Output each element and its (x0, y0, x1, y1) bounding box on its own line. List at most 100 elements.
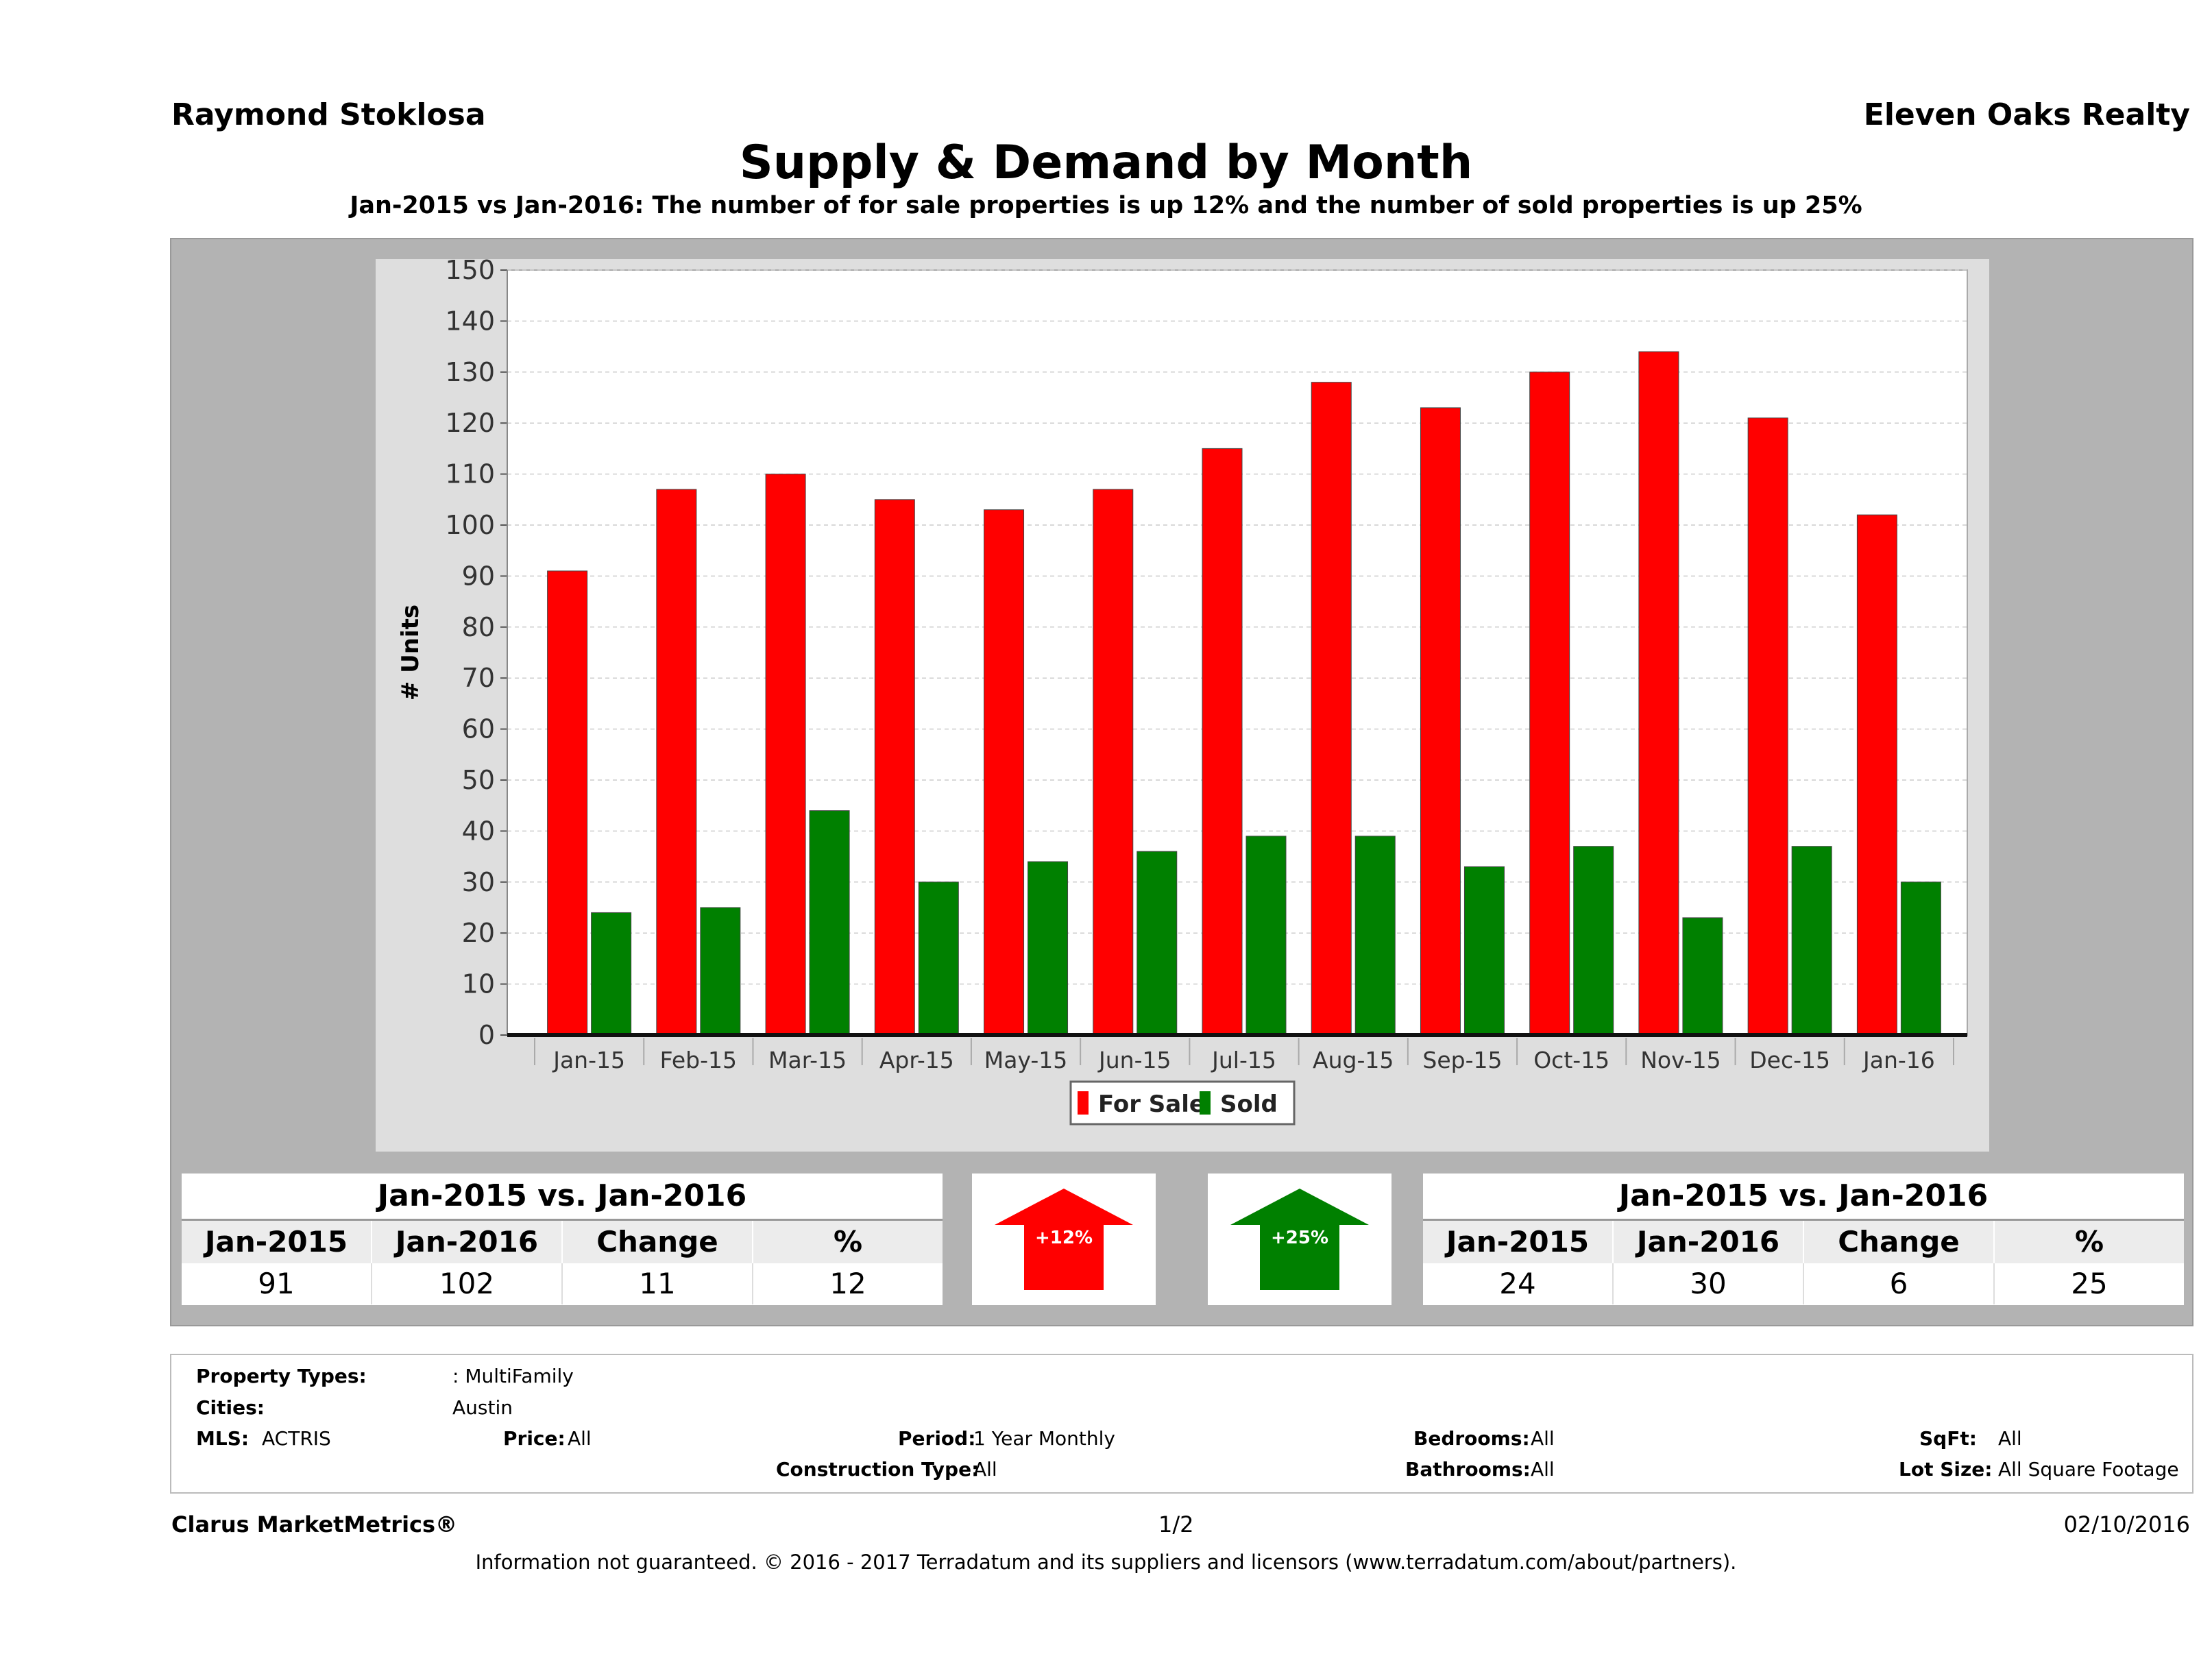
bathrooms-label: Bathrooms: (1405, 1458, 1531, 1481)
summary-value: 30 (1612, 1263, 1803, 1304)
sold-bar (1791, 846, 1832, 1036)
period-label: Period: (898, 1427, 976, 1450)
for-sale-summary: Jan-2015 vs. Jan-2016 Jan-2015 Jan-2016 … (182, 1174, 943, 1305)
summary-col: Jan-2015 (204, 1225, 348, 1258)
sold-bar (1354, 836, 1396, 1036)
summary-value: 11 (561, 1263, 752, 1304)
summary-value: 25 (1993, 1263, 2184, 1304)
y-tick-label: 0 (478, 1020, 495, 1050)
summary-col: Jan-2016 (371, 1221, 561, 1263)
legend-label: Sold (1220, 1091, 1278, 1118)
cities-value: Austin (452, 1396, 513, 1419)
summary-title: Jan-2015 vs. Jan-2016 (182, 1174, 943, 1221)
construction-label: Construction Type: (776, 1458, 980, 1481)
y-tick-label: 140 (445, 306, 495, 336)
for-sale-bar (765, 474, 806, 1036)
y-tick-label: 150 (445, 259, 495, 285)
sold-bar (1463, 866, 1505, 1036)
y-tick-label: 50 (462, 765, 495, 795)
y-tick-label: 80 (462, 612, 495, 642)
summary-col: Change (561, 1221, 752, 1263)
sold-change-arrow: +25% (1208, 1174, 1391, 1305)
legend-label: For Sale (1098, 1091, 1205, 1118)
for-sale-change-label: +12% (1035, 1228, 1093, 1248)
summary-value: 12 (752, 1263, 943, 1304)
for-sale-change-arrow: +12% (972, 1174, 1156, 1305)
for-sale-bar (547, 570, 588, 1036)
chart-subtitle: Jan-2015 vs Jan-2016: The number of for … (350, 192, 1862, 219)
sold-bar (1900, 881, 1941, 1036)
x-tick-label: Feb-15 (660, 1047, 737, 1073)
sold-bar (918, 881, 959, 1036)
summary-header-row: Jan-2015 Jan-2016 Change % (1423, 1221, 2184, 1263)
for-sale-bar (1420, 407, 1461, 1036)
y-tick-label: 110 (445, 459, 495, 489)
for-sale-bar (1093, 489, 1134, 1036)
x-tick-label: May-15 (984, 1047, 1068, 1073)
y-tick-label: 130 (445, 357, 495, 387)
for-sale-bar (1311, 382, 1352, 1036)
arrow-up-icon: +25% (1230, 1189, 1369, 1290)
y-tick-label: 70 (462, 663, 495, 693)
for-sale-bar (1638, 351, 1679, 1036)
sold-summary: Jan-2015 vs. Jan-2016 Jan-2015 Jan-2016 … (1423, 1174, 2184, 1305)
for-sale-bar (656, 489, 697, 1036)
x-tick-label: Jan-16 (1862, 1047, 1935, 1073)
legend-swatch-for-sale (1078, 1091, 1089, 1115)
bedrooms-label: Bedrooms: (1413, 1427, 1530, 1450)
summary-col: % (1993, 1221, 2184, 1263)
sold-change-label: +25% (1271, 1228, 1328, 1248)
lotsize-label: Lot Size: (1899, 1458, 1993, 1481)
summary-col: Jan-2015 (1446, 1225, 1590, 1258)
mls-label: MLS: (196, 1427, 250, 1450)
y-tick-label: 120 (445, 408, 495, 438)
cities-label: Cities: (196, 1396, 265, 1419)
x-tick-label: Jan-15 (552, 1047, 625, 1073)
summary-value: 6 (1803, 1263, 1993, 1304)
disclaimer: Information not guaranteed. © 2016 - 201… (475, 1551, 1737, 1574)
lotsize-value: All Square Footage (1998, 1458, 2179, 1481)
summary-col: % (752, 1221, 943, 1263)
for-sale-bar (984, 509, 1025, 1036)
sqft-label: SqFt: (1919, 1427, 1977, 1450)
agent-name: Raymond Stoklosa (171, 97, 486, 132)
sold-bar (1682, 917, 1723, 1036)
bathrooms-value: All (1531, 1458, 1555, 1481)
price-value: All (568, 1427, 592, 1450)
for-sale-bar (1856, 514, 1897, 1036)
y-tick-label: 100 (445, 510, 495, 540)
summary-value: 91 (258, 1267, 295, 1300)
property-types-label: Property Types: (196, 1365, 367, 1387)
y-tick-label: 90 (462, 561, 495, 591)
sold-bar (1573, 846, 1614, 1036)
bedrooms-value: All (1531, 1427, 1555, 1450)
summary-col: Jan-2016 (1612, 1221, 1803, 1263)
bar-chart: 0 10 20 30 40 50 60 70 80 90 100 110 120 130 140 150 # U… (397, 255, 1968, 1126)
chart-title: Supply & Demand by Month (739, 136, 1473, 190)
x-tick-label: Dec-15 (1749, 1047, 1830, 1073)
sold-bar (591, 912, 632, 1036)
report-date: 02/10/2016 (2063, 1511, 2190, 1537)
x-tick-label: Jul-15 (1211, 1047, 1276, 1073)
sqft-value: All (1998, 1427, 2022, 1450)
summary-value-row: 91 102 11 12 (182, 1263, 943, 1304)
legend-swatch-sold (1200, 1091, 1211, 1115)
summary-value-row: 24 30 6 25 (1423, 1263, 2184, 1304)
for-sale-bar (1747, 417, 1788, 1036)
x-tick-label: Mar-15 (768, 1047, 847, 1073)
sold-bar (809, 810, 850, 1036)
price-label: Price: (503, 1427, 566, 1450)
construction-value: All (973, 1458, 997, 1481)
sold-bar (1028, 861, 1069, 1036)
brokerage-name: Eleven Oaks Realty (1863, 97, 2190, 132)
y-axis-label: # Units (397, 605, 424, 701)
y-tick-label: 60 (462, 714, 495, 744)
footer-brand: Clarus MarketMetrics® (171, 1511, 458, 1537)
y-tick-label: 30 (462, 867, 495, 897)
x-tick-label: Sep-15 (1422, 1047, 1502, 1073)
property-types-value: : MultiFamily (452, 1365, 574, 1387)
search-criteria: Property Types: : MultiFamily Cities: Au… (170, 1354, 2193, 1494)
summary-value: 102 (371, 1263, 561, 1304)
period-value: 1 Year Monthly (973, 1427, 1116, 1450)
summary-title: Jan-2015 vs. Jan-2016 (1423, 1174, 2184, 1221)
